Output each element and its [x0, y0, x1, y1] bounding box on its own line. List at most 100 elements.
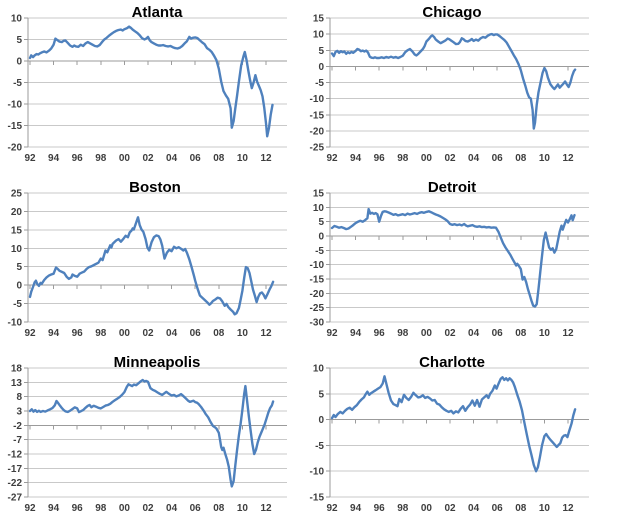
y-tick-label: 10 [313, 203, 325, 214]
y-tick-label: -20 [310, 289, 325, 300]
x-tick-label: 98 [397, 153, 409, 164]
x-tick-label: 08 [515, 153, 527, 164]
panel-atlanta: 10 5 0 -5 -10 -15 -20 92 94 96 98 00 02 04 06 08 10 12 Atl… [0, 0, 302, 175]
y-tick-label: -5 [315, 441, 324, 452]
y-tick-label: 5 [16, 262, 22, 273]
x-tick-label: 96 [374, 328, 386, 339]
y-tick-label: 10 [11, 244, 23, 255]
x-tick-label: 00 [421, 503, 433, 514]
x-tick-label: 06 [190, 503, 202, 514]
x-tick-label: 96 [374, 503, 386, 514]
x-tick-label: 02 [142, 328, 154, 339]
y-tick-label: 5 [318, 217, 324, 228]
x-tick-label: 92 [326, 328, 338, 339]
y-tick-label: 15 [313, 189, 325, 200]
y-tick-label: -12 [8, 450, 23, 461]
x-tick-label: 94 [48, 503, 60, 514]
y-tick-label: -5 [315, 78, 324, 89]
y-tick-label: 20 [11, 207, 23, 218]
y-tick-label: -7 [13, 435, 22, 446]
x-tick-label: 08 [515, 503, 527, 514]
x-tick-label: 06 [492, 503, 504, 514]
x-tick-label: 10 [539, 503, 551, 514]
y-tick-label: -20 [8, 143, 23, 154]
y-tick-label: 0 [318, 62, 324, 73]
x-tick-label: 04 [166, 503, 178, 514]
series-line-atlanta [28, 25, 274, 138]
x-tick-label: 06 [492, 328, 504, 339]
x-tick-label: 98 [397, 328, 409, 339]
x-tick-label: 04 [468, 328, 480, 339]
chart-title-minneapolis: Minneapolis [114, 354, 201, 371]
x-tick-label: 08 [213, 503, 225, 514]
y-tick-label: -17 [8, 464, 23, 475]
y-tick-label: 15 [11, 225, 23, 236]
x-tick-label: 98 [95, 153, 107, 164]
y-tick-label: 5 [318, 46, 324, 57]
y-tick-label: -15 [8, 121, 23, 132]
x-tick-label: 96 [72, 153, 84, 164]
chart-title-charlotte: Charlotte [419, 354, 485, 371]
y-tick-label: -5 [13, 299, 22, 310]
y-tick-label: -5 [315, 246, 324, 257]
y-tick-label: -15 [310, 110, 325, 121]
x-tick-label: 12 [562, 328, 574, 339]
x-tick-label: 06 [492, 153, 504, 164]
series-line-charlotte [330, 375, 577, 473]
y-tick-label: -15 [310, 275, 325, 286]
y-tick-label: 8 [16, 392, 22, 403]
y-tick-label: 15 [313, 14, 325, 25]
y-tick-label: -30 [310, 318, 325, 329]
x-tick-label: 08 [213, 153, 225, 164]
x-tick-label: 94 [350, 328, 362, 339]
y-tick-label: -22 [8, 478, 23, 489]
x-tick-label: 02 [444, 503, 456, 514]
y-tick-label: 0 [318, 232, 324, 243]
panel-boston: 25 20 15 10 5 0 -5 -10 92 94 96 98 00 02 04 06 08 10 12 Bos… [0, 175, 302, 350]
x-tick-label: 00 [119, 153, 131, 164]
x-tick-label: 10 [539, 153, 551, 164]
x-tick-label: 92 [24, 153, 36, 164]
panel-chicago: 15 10 5 0 -5 -10 -15 -20 -25 92 94 96 98 00 02 04 06 08 10… [302, 0, 633, 175]
chart-title-chicago: Chicago [422, 4, 481, 21]
y-tick-label: -15 [310, 493, 325, 504]
y-tick-label: 10 [313, 364, 325, 375]
x-tick-label: 96 [72, 328, 84, 339]
x-tick-label: 00 [421, 153, 433, 164]
x-tick-label: 92 [326, 503, 338, 514]
y-tick-label: 5 [318, 389, 324, 400]
x-tick-label: 98 [397, 503, 409, 514]
y-tick-label: -25 [310, 303, 325, 314]
y-tick-label: 10 [313, 30, 325, 41]
x-tick-label: 08 [213, 328, 225, 339]
x-tick-label: 12 [562, 503, 574, 514]
x-tick-label: 92 [24, 503, 36, 514]
y-tick-label: -10 [310, 94, 325, 105]
x-tick-label: 12 [260, 503, 272, 514]
y-tick-label: 18 [11, 364, 23, 375]
x-tick-label: 94 [48, 153, 60, 164]
x-tick-label: 06 [190, 328, 202, 339]
x-tick-label: 04 [166, 328, 178, 339]
x-tick-label: 02 [142, 153, 154, 164]
y-tick-label: 5 [16, 35, 22, 46]
x-tick-label: 02 [142, 503, 154, 514]
x-tick-label: 92 [24, 328, 36, 339]
y-tick-label: -25 [310, 143, 325, 154]
y-tick-label: 13 [11, 378, 23, 389]
y-tick-label: -10 [310, 260, 325, 271]
y-tick-label: 25 [11, 189, 23, 200]
series-line-detroit [330, 207, 576, 308]
x-tick-label: 98 [95, 328, 107, 339]
y-tick-label: -27 [8, 493, 23, 504]
panel-detroit: 15 10 5 0 -5 -10 -15 -20 -25 -30 92 94 96 98 00 02 04 06 0… [302, 175, 633, 350]
x-tick-label: 00 [119, 503, 131, 514]
x-tick-label: 04 [468, 153, 480, 164]
x-tick-label: 08 [515, 328, 527, 339]
x-tick-label: 94 [350, 503, 362, 514]
x-tick-label: 04 [166, 153, 178, 164]
